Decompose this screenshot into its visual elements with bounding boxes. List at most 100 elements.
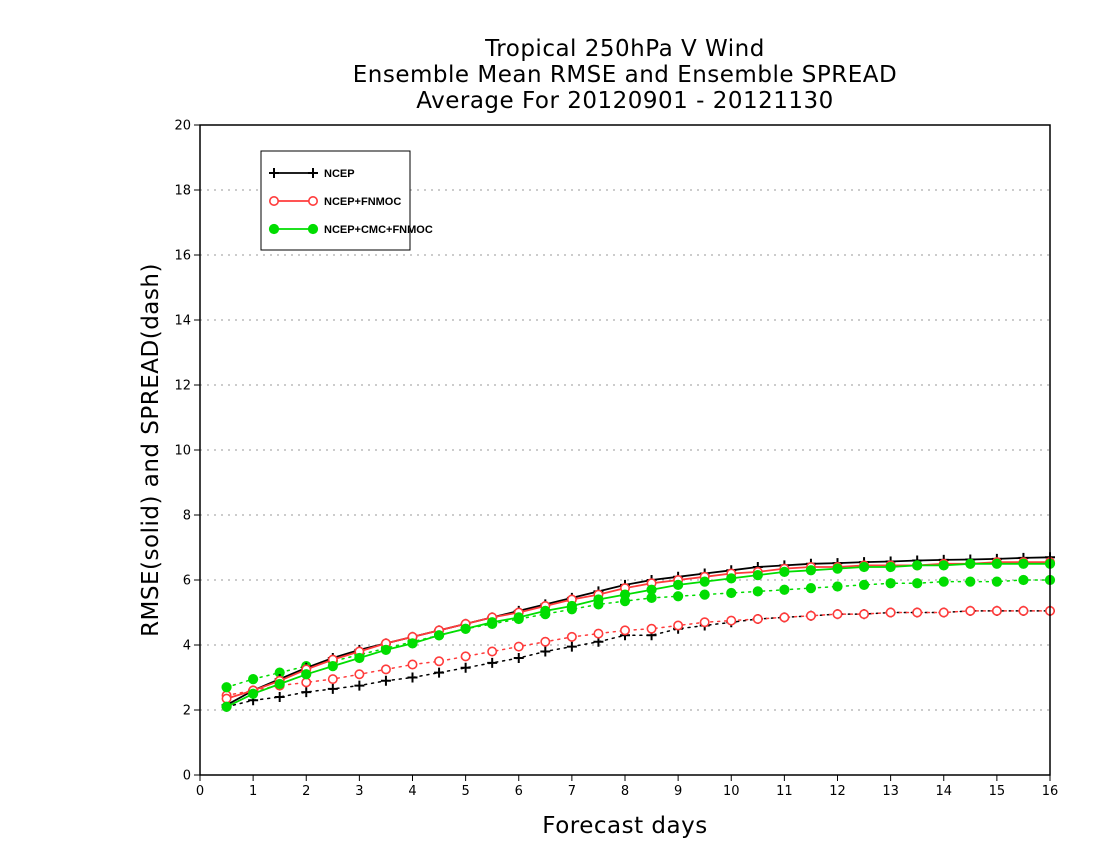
data-point (566, 631, 577, 642)
data-point (566, 641, 577, 652)
x-tick-label: 8 (621, 784, 629, 799)
y-tick-label: 16 (174, 249, 191, 264)
y-tick-label: 0 (183, 769, 191, 784)
gridlines (200, 189, 1050, 711)
x-axis-label: Forecast days (542, 813, 707, 839)
data-point (912, 607, 923, 618)
data-point (699, 617, 710, 628)
data-point (752, 586, 763, 597)
x-tick-label: 14 (935, 784, 952, 799)
data-point (434, 667, 445, 678)
data-point (540, 605, 551, 616)
data-point (885, 578, 896, 589)
x-tick-label: 7 (568, 784, 576, 799)
data-point (407, 638, 418, 649)
x-tick-label: 10 (723, 784, 740, 799)
data-point (965, 558, 976, 569)
data-point (938, 576, 949, 587)
y-axis-label: RMSE(solid) and SPREAD(dash) (138, 263, 164, 637)
x-tick-label: 13 (882, 784, 899, 799)
data-point (221, 693, 232, 704)
legend-marker (268, 223, 280, 235)
data-point (540, 636, 551, 647)
data-point (487, 617, 498, 628)
data-point (619, 589, 631, 600)
data-point (912, 560, 923, 571)
x-tick-label: 4 (408, 784, 416, 799)
data-point (832, 563, 843, 574)
data-point (726, 587, 737, 599)
chart-title-line-2: Ensemble Mean RMSE and Ensemble SPREAD (352, 62, 898, 88)
series-line-ncep-rmse (226, 556, 1051, 706)
x-tick-label: 0 (196, 784, 204, 799)
series-ncep-cmc-fnmoc-rmse (221, 558, 1056, 712)
y-tick-label: 20 (174, 119, 191, 134)
data-point (1018, 558, 1029, 569)
legend-marker (269, 168, 279, 178)
data-point (327, 683, 338, 694)
data-point (859, 609, 870, 620)
x-tick-label: 1 (249, 784, 257, 799)
data-point (248, 674, 259, 685)
data-point (779, 566, 790, 577)
data-point (380, 675, 391, 686)
x-tick-label: 12 (829, 784, 846, 799)
legend-marker (307, 196, 318, 207)
data-point (965, 605, 976, 616)
data-point (301, 669, 312, 680)
series-layer (221, 552, 1056, 712)
data-point (858, 579, 870, 590)
y-tick-label: 10 (174, 444, 191, 459)
data-point (646, 623, 657, 634)
chart-title-line-3: Average For 20120901 - 20121130 (416, 88, 834, 114)
data-point (938, 560, 949, 571)
data-point (1018, 605, 1029, 616)
x-tick-label: 6 (515, 784, 523, 799)
data-point (221, 682, 232, 693)
chart-title-line-1: Tropical 250hPa V Wind (485, 36, 765, 62)
data-point (593, 594, 604, 605)
data-point (832, 609, 843, 620)
chart-title: Tropical 250hPa V Wind Ensemble Mean RMS… (200, 36, 1050, 114)
x-tick-label: 3 (355, 784, 363, 799)
legend-item: NCEP+CMC+FNMOC (268, 223, 433, 236)
data-point (487, 657, 498, 668)
legend-marker (268, 196, 279, 207)
data-point (274, 678, 285, 690)
data-point (805, 583, 817, 594)
legend-item: NCEP (269, 168, 355, 180)
y-tick-label: 18 (174, 184, 191, 199)
data-point (673, 620, 684, 631)
data-point (513, 653, 524, 663)
data-point (407, 672, 418, 683)
data-point (805, 565, 817, 576)
y-tick-label: 8 (183, 509, 191, 524)
data-point (779, 584, 790, 595)
data-point (460, 651, 471, 662)
data-point (991, 558, 1002, 569)
x-tick-label: 15 (989, 784, 1006, 799)
data-point (673, 579, 684, 590)
data-point (248, 688, 259, 699)
data-point (885, 561, 896, 573)
data-point (354, 652, 365, 664)
data-point (646, 584, 657, 595)
data-point (752, 570, 763, 581)
data-point (991, 605, 1002, 616)
series-line-ncep-cmc-fnmoc-spread (225, 579, 1051, 689)
data-point (513, 641, 524, 652)
y-tick-label: 12 (174, 379, 191, 394)
data-point (726, 573, 737, 584)
data-point (965, 576, 976, 587)
data-point (380, 644, 392, 655)
data-point (673, 591, 684, 602)
data-point (912, 578, 923, 589)
data-point (433, 630, 445, 641)
data-point (434, 656, 445, 667)
data-point (327, 674, 338, 685)
data-point (354, 669, 365, 680)
y-tick-label: 4 (183, 639, 191, 654)
data-point (699, 589, 710, 600)
